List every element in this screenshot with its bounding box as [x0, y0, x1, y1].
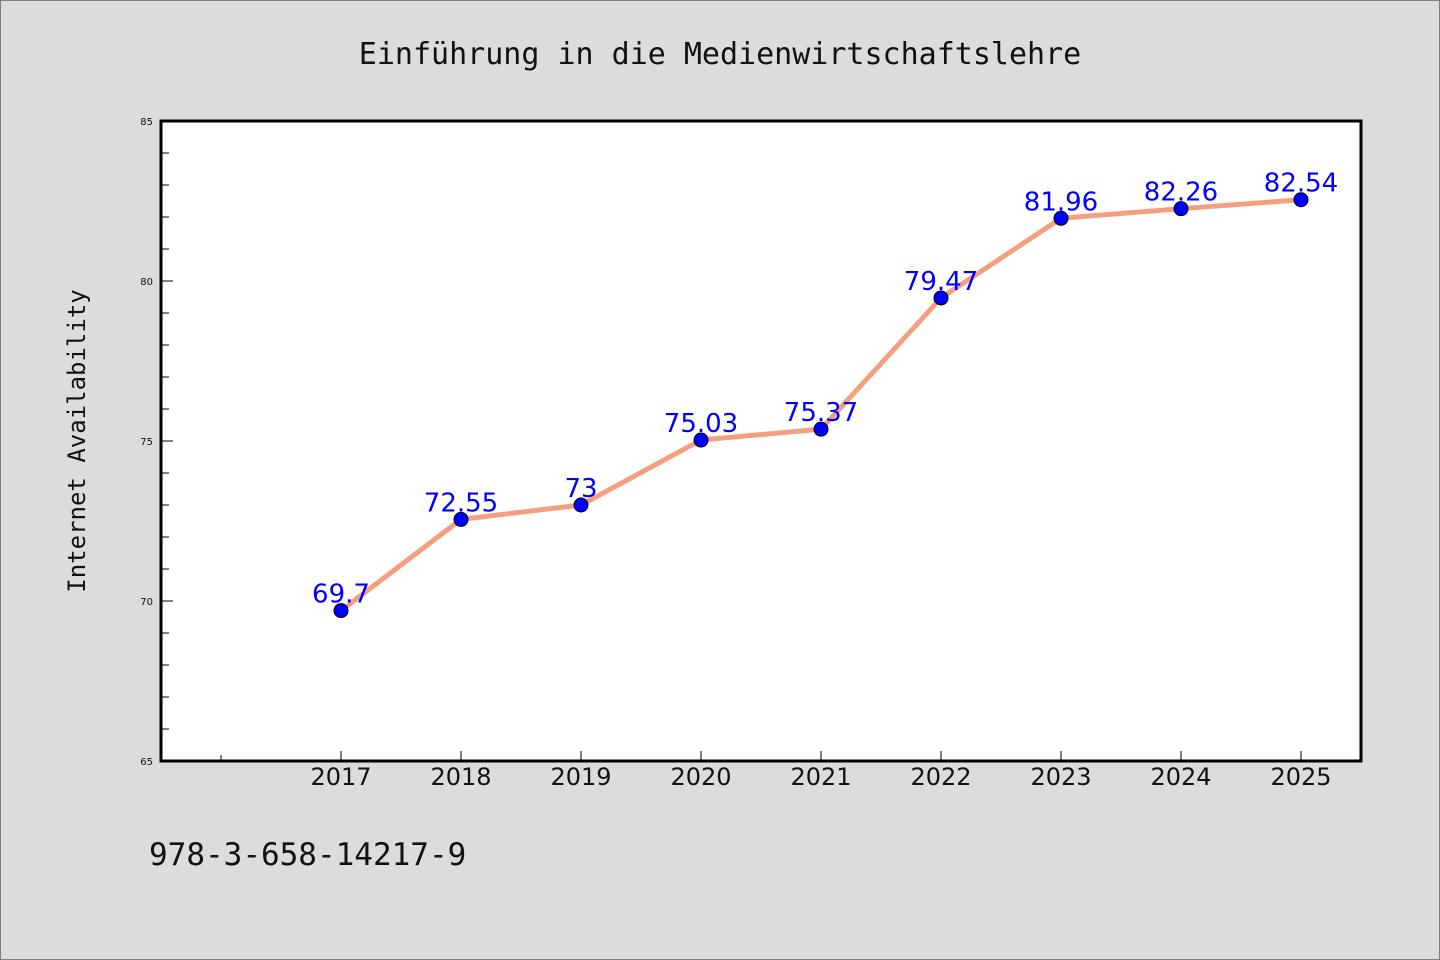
data-label: 81.96	[1024, 187, 1098, 217]
y-tick-label: 75	[140, 437, 153, 448]
data-point	[1053, 210, 1069, 226]
y-tick-label: 85	[140, 117, 153, 128]
data-point	[453, 511, 469, 527]
data-point	[333, 603, 349, 619]
data-label: 73	[564, 474, 597, 504]
x-tick-label: 2025	[1270, 763, 1331, 791]
chart-title: Einführung in die Medienwirtschaftslehre	[359, 37, 1081, 72]
data-label: 79.47	[904, 267, 978, 297]
data-label: 75.03	[664, 409, 738, 439]
x-tick-label: 2018	[430, 763, 491, 791]
data-point	[693, 432, 709, 448]
data-label: 69.7	[312, 580, 370, 610]
data-point	[933, 290, 949, 306]
y-tick-label: 80	[140, 277, 153, 288]
plot-frame	[159, 119, 1363, 763]
plot-area	[161, 121, 1361, 761]
y-tick-label: 65	[140, 757, 153, 768]
data-label: 82.54	[1264, 169, 1338, 199]
x-tick-label: 2023	[1030, 763, 1091, 791]
y-axis-label: Internet Availability	[63, 289, 91, 592]
data-point	[1293, 192, 1309, 208]
isbn-footer: 978-3-658-14217-9	[149, 837, 466, 873]
data-label: 72.55	[424, 488, 498, 518]
data-label: 82.26	[1144, 178, 1218, 208]
x-tick-label: 2024	[1150, 763, 1211, 791]
x-ticks: 2017 2018 2019 2020 2021 2022 2023 2024 2025	[220, 751, 1332, 791]
x-tick-label: 2019	[550, 763, 611, 791]
x-tick-label: 2020	[670, 763, 731, 791]
x-tick-label: 2021	[790, 763, 851, 791]
series-group: 69.7 72.55 73 75.03 75.37 79.47 81.96 82.26 82.5…	[312, 169, 1338, 619]
data-point	[813, 421, 829, 437]
data-point	[573, 497, 589, 513]
y-tick-label: 70	[140, 597, 153, 608]
x-tick-label: 2017	[310, 763, 371, 791]
data-label: 75.37	[784, 398, 858, 428]
x-tick-label: 2022	[910, 763, 971, 791]
data-point	[1173, 201, 1189, 217]
